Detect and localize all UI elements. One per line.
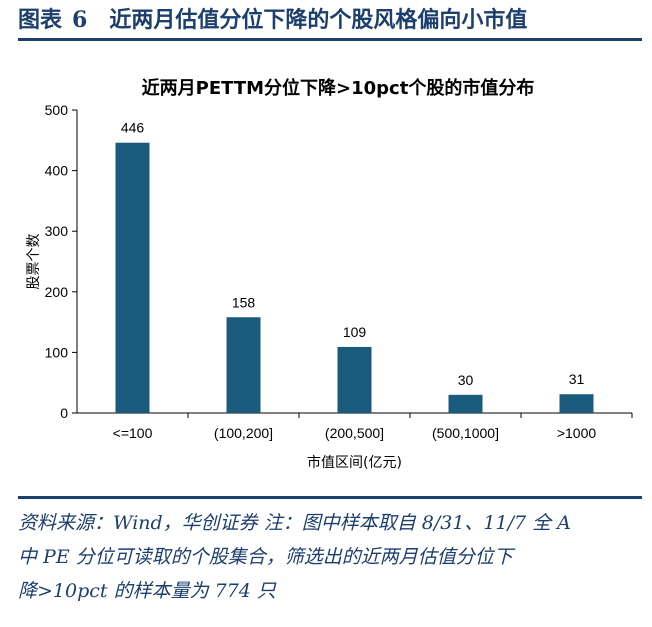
figure-label: 图表 <box>18 7 63 33</box>
footer-rule <box>18 496 642 499</box>
x-tick-label: (100,200] <box>214 425 273 441</box>
figure-title: 图表 6 近两月估值分位下降的个股风格偏向小市值 <box>18 4 527 36</box>
source-note: 资料来源：Wind，华创证券 注：图中样本取自 8/31、11/7 全 A 中 … <box>18 506 644 608</box>
y-tick-label: 500 <box>45 102 69 118</box>
source-note-line-3: 降>10pct 的样本量为 774 只 <box>18 580 276 602</box>
x-tick-label: (200,500] <box>325 425 384 441</box>
bar <box>559 394 594 413</box>
figure-heading: 近两月估值分位下降的个股风格偏向小市值 <box>109 7 528 33</box>
x-axis-label: 市值区间(亿元) <box>307 454 402 471</box>
y-axis-label: 股票个数 <box>26 234 42 290</box>
y-tick-label: 400 <box>45 163 69 179</box>
bar <box>337 346 372 413</box>
source-note-line-1: 资料来源：Wind，华创证券 注：图中样本取自 8/31、11/7 全 A <box>18 512 571 534</box>
x-tick-label: >1000 <box>557 425 597 441</box>
y-tick-label: 0 <box>60 405 68 421</box>
chart-title: 近两月PETTM分位下降>10pct个股的市值分布 <box>142 77 535 99</box>
title-rule <box>18 38 642 41</box>
bar-chart: 近两月PETTM分位下降>10pct个股的市值分布 0 100 200 300 400 50… <box>26 77 633 471</box>
data-label: 158 <box>232 294 256 310</box>
figure-number: 6 <box>72 7 88 33</box>
source-note-line-2: 中 PE 分位可读取的个股集合，筛选出的近两月估值分位下 <box>18 546 513 568</box>
data-label: 31 <box>569 371 585 387</box>
x-tick-label: <=100 <box>113 425 153 441</box>
y-tick-label: 100 <box>45 344 69 360</box>
y-tick-label: 300 <box>45 223 69 239</box>
bar <box>226 317 261 413</box>
y-tick-label: 200 <box>45 284 69 300</box>
data-label: 30 <box>458 372 474 388</box>
x-tick-label: (500,1000] <box>432 425 499 441</box>
bar <box>115 142 150 413</box>
data-label: 446 <box>121 120 145 136</box>
data-label: 109 <box>343 324 367 340</box>
bar <box>448 394 483 413</box>
